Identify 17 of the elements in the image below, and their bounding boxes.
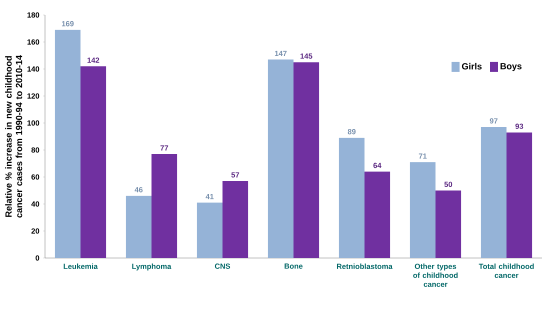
bar: [126, 196, 152, 258]
bar: [268, 60, 294, 258]
bar: [196, 202, 223, 258]
bar: [480, 127, 507, 258]
legend-label: Boys: [500, 63, 522, 72]
bar: [338, 138, 365, 258]
bar: [436, 190, 462, 258]
bar: [80, 66, 106, 258]
y-axis-title: Relative % increase in new childhood cancer cases from 1990-94 to 2010-14: [5, 55, 22, 218]
bar: [410, 162, 436, 258]
bar: [506, 132, 532, 258]
bar: [54, 30, 80, 258]
legend-label: Girls: [462, 62, 482, 70]
bar: [152, 154, 178, 258]
bar: [222, 181, 248, 258]
bar: [294, 62, 320, 258]
bar: [364, 172, 390, 258]
